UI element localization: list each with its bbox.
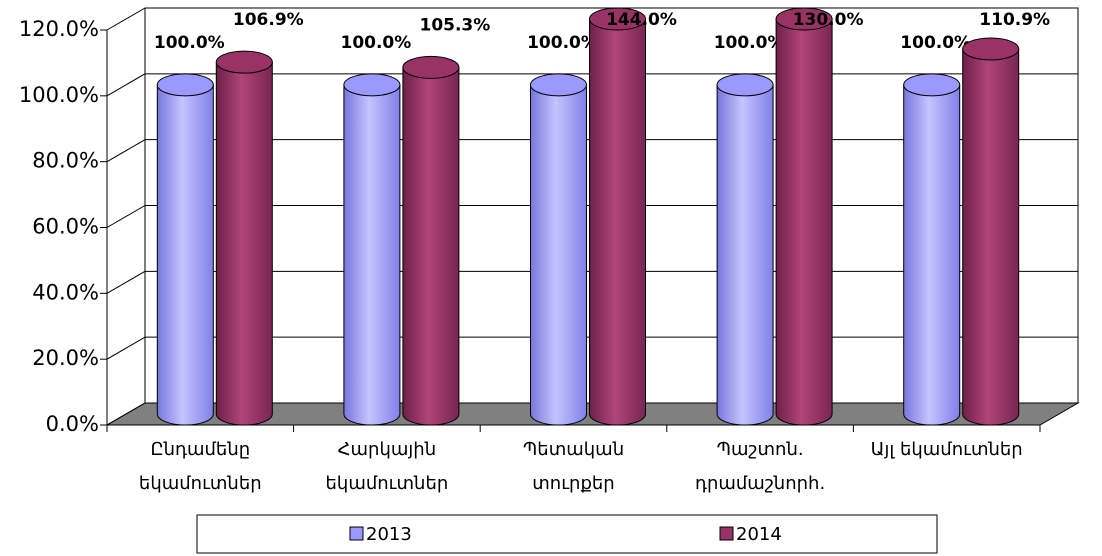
value-label: 106.9% bbox=[233, 10, 304, 30]
value-label: 100.0% bbox=[714, 33, 785, 53]
y-tick-label: 120.0% bbox=[19, 17, 99, 41]
y-tick-label: 80.0% bbox=[32, 149, 99, 173]
cylinder-body bbox=[775, 18, 833, 426]
cylinder-top bbox=[716, 73, 774, 97]
x-tick-label: Պետական տուրքեր bbox=[522, 439, 625, 494]
cylinder-body bbox=[156, 84, 214, 426]
x-tick-label: Պաշտոն. դրամաշնորհ. bbox=[695, 439, 826, 494]
x-tick-label: Ընդամենը եկամուտներ bbox=[138, 439, 262, 494]
value-label: 100.0% bbox=[154, 33, 225, 53]
x-tick-label: Հարկային եկամուտներ bbox=[325, 439, 449, 494]
legend-swatch bbox=[719, 526, 734, 541]
cylinder bbox=[156, 73, 214, 426]
cylinder-body bbox=[589, 18, 646, 426]
grid-line-side bbox=[106, 73, 146, 97]
grid-line-side bbox=[106, 7, 146, 31]
legend-label: 2014 bbox=[736, 524, 782, 545]
cylinder-top bbox=[343, 73, 401, 97]
cylinder-top bbox=[156, 73, 214, 97]
cylinder bbox=[402, 55, 460, 426]
cylinder-body bbox=[215, 61, 273, 426]
y-tick-label: 100.0% bbox=[19, 83, 99, 107]
grid-line-side bbox=[106, 139, 146, 163]
cylinder-body bbox=[903, 84, 961, 426]
x-tick-label: Այլ եկամուտներ bbox=[870, 439, 1023, 460]
value-label: 100.0% bbox=[527, 33, 598, 53]
cylinder bbox=[716, 73, 774, 426]
cylinder-body bbox=[962, 48, 1020, 426]
cylinder bbox=[589, 7, 646, 426]
grid-line-side bbox=[106, 336, 146, 360]
cylinder bbox=[775, 7, 833, 426]
y-tick-label: 0.0% bbox=[46, 412, 99, 436]
cylinder-top bbox=[589, 7, 646, 31]
value-label: 110.9% bbox=[979, 10, 1050, 30]
cylinder-top bbox=[962, 37, 1020, 61]
cylinder bbox=[343, 73, 401, 426]
cylinder-body bbox=[402, 66, 460, 426]
cylinder-top bbox=[775, 7, 833, 31]
cylinder-body bbox=[343, 84, 401, 426]
y-tick-label: 20.0% bbox=[32, 346, 99, 370]
cylinder bbox=[215, 50, 273, 426]
value-label: 100.0% bbox=[340, 33, 411, 53]
value-label: 105.3% bbox=[419, 15, 490, 35]
grid-line-side bbox=[106, 270, 146, 294]
grid-line-side bbox=[106, 205, 146, 228]
legend-swatch bbox=[349, 526, 364, 541]
value-label: 100.0% bbox=[900, 33, 971, 53]
cylinder-body bbox=[716, 84, 774, 426]
legend-label: 2013 bbox=[366, 524, 412, 545]
cylinder bbox=[903, 73, 961, 426]
cylinder-top bbox=[530, 73, 587, 97]
cylinder bbox=[530, 73, 587, 426]
cylinder-top bbox=[402, 55, 460, 79]
y-tick-label: 60.0% bbox=[32, 215, 99, 239]
grid-line-side bbox=[106, 402, 146, 426]
value-label: 130.0% bbox=[793, 10, 864, 30]
value-label: 144.0% bbox=[606, 10, 677, 30]
y-tick-label: 40.0% bbox=[32, 280, 99, 304]
cylinder-body bbox=[530, 84, 587, 426]
cylinder bbox=[962, 37, 1020, 426]
cylinder-top bbox=[215, 50, 273, 74]
legend-box bbox=[196, 514, 938, 554]
cylinder-top bbox=[903, 73, 961, 97]
